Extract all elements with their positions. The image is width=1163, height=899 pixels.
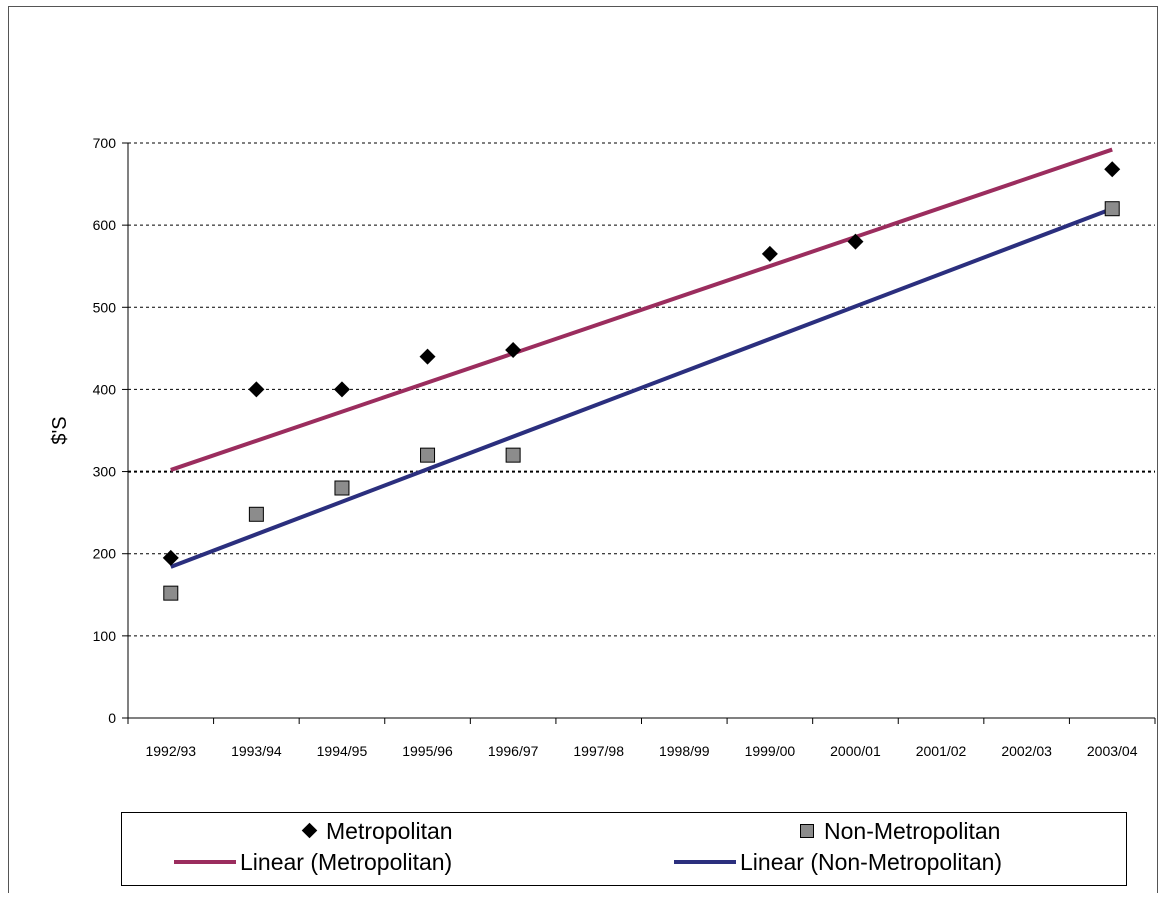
y-tick-label: 0 xyxy=(108,710,116,726)
legend-label-linear-metropolitan: Linear (Metropolitan) xyxy=(240,848,453,875)
data-point-non-metropolitan xyxy=(248,506,264,522)
data-point-metropolitan xyxy=(761,245,778,262)
x-tick-label: 1994/95 xyxy=(317,743,368,759)
chart-frame xyxy=(8,6,1158,893)
data-point-non-metropolitan xyxy=(1104,201,1120,217)
line-swatch-icon xyxy=(174,848,236,876)
x-tick-label: 1997/98 xyxy=(573,743,624,759)
square-marker-icon xyxy=(770,817,820,845)
data-point-metropolitan xyxy=(1104,161,1121,178)
legend-label-non-metropolitan: Non-Metropolitan xyxy=(824,817,1001,844)
legend-item-linear-metropolitan: Linear (Metropolitan) xyxy=(174,848,453,876)
y-tick-label: 300 xyxy=(93,464,117,480)
x-tick-label: 2000/01 xyxy=(830,743,881,759)
legend-item-metropolitan: Metropolitan xyxy=(272,817,453,845)
x-tick-label: 2002/03 xyxy=(1001,743,1052,759)
x-tick-label: 1999/00 xyxy=(745,743,796,759)
y-axis-label: $'S xyxy=(49,416,71,444)
data-point-non-metropolitan xyxy=(505,447,521,463)
data-point-non-metropolitan xyxy=(420,447,436,463)
x-tick-label: 2003/04 xyxy=(1087,743,1138,759)
y-tick-label: 100 xyxy=(93,628,117,644)
trendline xyxy=(170,206,1113,569)
data-point-metropolitan xyxy=(419,348,436,365)
data-point-metropolitan xyxy=(847,233,864,250)
x-tick-label: 1998/99 xyxy=(659,743,710,759)
x-tick-label: 1993/94 xyxy=(231,743,282,759)
trendline xyxy=(170,147,1113,472)
y-tick-label: 400 xyxy=(93,381,117,397)
y-tick-label: 500 xyxy=(93,299,117,315)
legend-label-metropolitan: Metropolitan xyxy=(326,817,453,844)
x-tick-label: 1992/93 xyxy=(145,743,196,759)
legend-item-non-metropolitan: Non-Metropolitan xyxy=(770,817,1000,845)
y-tick-label: 600 xyxy=(93,217,117,233)
data-point-metropolitan xyxy=(505,342,522,358)
data-point-metropolitan xyxy=(162,549,179,566)
legend: Metropolitan Non-Metropolitan Linear (Me… xyxy=(121,812,1127,886)
data-point-metropolitan xyxy=(333,381,350,398)
y-tick-label: 200 xyxy=(93,546,117,562)
data-point-metropolitan xyxy=(248,381,265,398)
x-tick-label: 1995/96 xyxy=(402,743,453,759)
legend-item-linear-non-metropolitan: Linear (Non-Metropolitan) xyxy=(674,848,1003,876)
x-tick-label: 2001/02 xyxy=(916,743,967,759)
y-tick-label: 700 xyxy=(93,135,117,151)
data-point-non-metropolitan xyxy=(334,480,350,496)
legend-label-linear-non-metropolitan: Linear (Non-Metropolitan) xyxy=(740,848,1003,875)
x-tick-label: 1996/97 xyxy=(488,743,539,759)
data-point-non-metropolitan xyxy=(163,585,179,601)
line-swatch-icon xyxy=(674,848,736,876)
diamond-marker-icon xyxy=(272,817,322,845)
